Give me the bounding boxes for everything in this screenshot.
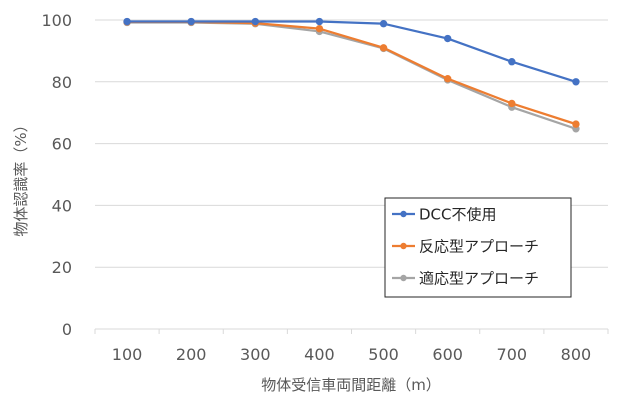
series-line — [125, 20, 578, 83]
data-point — [251, 17, 260, 26]
legend-marker — [400, 242, 407, 250]
legend-marker — [400, 274, 407, 282]
y-tick-label: 80 — [52, 73, 72, 92]
data-point — [379, 20, 388, 28]
x-tick-label: 700 — [497, 345, 528, 364]
data-point — [379, 44, 388, 52]
y-tick-label: 100 — [41, 11, 72, 30]
legend-label: 反応型アプローチ — [419, 238, 539, 256]
x-tick-label: 500 — [368, 345, 399, 364]
series-2 — [123, 18, 580, 128]
x-axis-title: 物体受信車両間距離（m） — [261, 376, 441, 394]
data-point — [187, 17, 195, 26]
series-1 — [123, 17, 580, 86]
data-point — [315, 24, 324, 33]
data-point — [315, 17, 324, 26]
x-tick-label: 400 — [304, 345, 335, 364]
legend-item: DCC不使用 — [392, 206, 497, 224]
series-3 — [123, 18, 580, 133]
data-point — [572, 120, 580, 128]
series-lines — [123, 17, 580, 133]
legend-marker — [400, 210, 407, 218]
legend-label: DCC不使用 — [419, 206, 497, 224]
y-tick-label: 40 — [52, 196, 72, 215]
y-tick-label: 0 — [62, 320, 72, 339]
legend-item: 適応型アプローチ — [392, 270, 539, 288]
x-tick-label: 100 — [112, 345, 143, 364]
tick-labels: 0 20 40 60 80 100 100 200 300 400 500 600 700 800 — [41, 11, 591, 364]
legend-box — [384, 197, 572, 298]
x-tick-label: 600 — [432, 345, 463, 364]
data-point — [508, 99, 516, 108]
legend-item: 反応型アプローチ — [392, 238, 539, 256]
x-tick-label: 200 — [176, 345, 207, 364]
data-point — [508, 58, 516, 66]
legend-label: 適応型アプローチ — [419, 270, 539, 288]
x-tick-label: 800 — [561, 345, 592, 364]
y-tick-label: 20 — [52, 258, 72, 277]
data-point — [123, 17, 131, 26]
data-point — [443, 75, 452, 83]
x-tick-label: 300 — [240, 345, 271, 364]
axes — [94, 328, 609, 334]
y-axis-title: 物体認識率（%） — [12, 117, 30, 236]
data-point — [572, 78, 580, 86]
y-tick-label: 60 — [52, 135, 72, 154]
data-point — [443, 34, 452, 43]
